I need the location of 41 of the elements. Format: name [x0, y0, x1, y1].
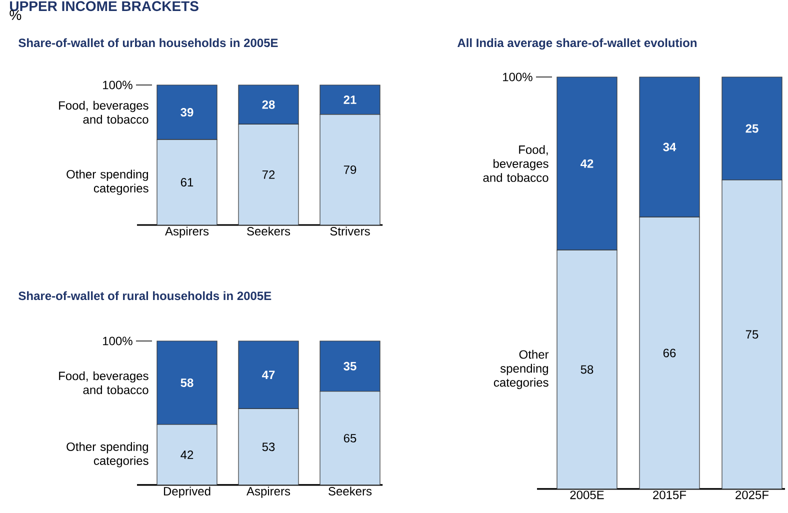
data-label: 79 [344, 165, 356, 174]
text: 100% [103, 80, 132, 90]
series-label: Food, beverages and tobacco [59, 371, 148, 394]
data-label: 72 [262, 170, 275, 179]
data-label: 42 [580, 159, 594, 168]
chart-title: Share-of-wallet of rural households in 2005E [18, 291, 272, 300]
x-tick-label: Aspirers [165, 226, 209, 238]
chart-title: Share-of-wallet of urban households in 2005E [18, 38, 278, 48]
chart-title: All India average share-of-wallet evolution [458, 38, 697, 50]
data-label: 61 [180, 178, 194, 187]
x-tick-label: 2005E [570, 490, 604, 500]
x-tick-label: 2025F [736, 490, 769, 500]
x-tick-label: Strivers [330, 226, 370, 236]
data-label: 53 [262, 442, 275, 452]
series-label: Other spending categories [66, 442, 148, 468]
data-label: 75 [746, 330, 758, 339]
data-label: 66 [663, 348, 676, 358]
series-label: Food, beverages and tobacco [483, 145, 548, 182]
data-label: 34 [663, 142, 676, 152]
series-label: Other spending categories [494, 350, 549, 390]
data-label: 35 [344, 362, 356, 370]
series-label: Food, beverages and tobacco [59, 100, 148, 124]
y-axis-title: % [10, 10, 22, 20]
data-label: 58 [180, 378, 194, 387]
data-label: 39 [180, 108, 194, 117]
series-label: Other spending categories [66, 170, 148, 195]
data-label: 58 [580, 365, 594, 374]
data-label: 47 [262, 370, 275, 379]
data-label: 65 [344, 434, 356, 442]
x-tick-label: Deprived [164, 486, 210, 498]
x-tick-label: Seekers [247, 226, 290, 236]
text: 100% [503, 72, 532, 82]
data-label: 42 [180, 450, 194, 459]
x-tick-label: 2015F [653, 490, 686, 500]
x-tick-label: Seekers [328, 486, 372, 496]
text: 100% [103, 336, 132, 346]
data-label: 28 [262, 100, 275, 109]
text: UPPER INCOME BRACKETS [10, 1, 198, 12]
x-tick-label: Aspirers [246, 486, 290, 498]
data-label: 21 [344, 96, 356, 104]
data-label: 25 [746, 124, 758, 133]
